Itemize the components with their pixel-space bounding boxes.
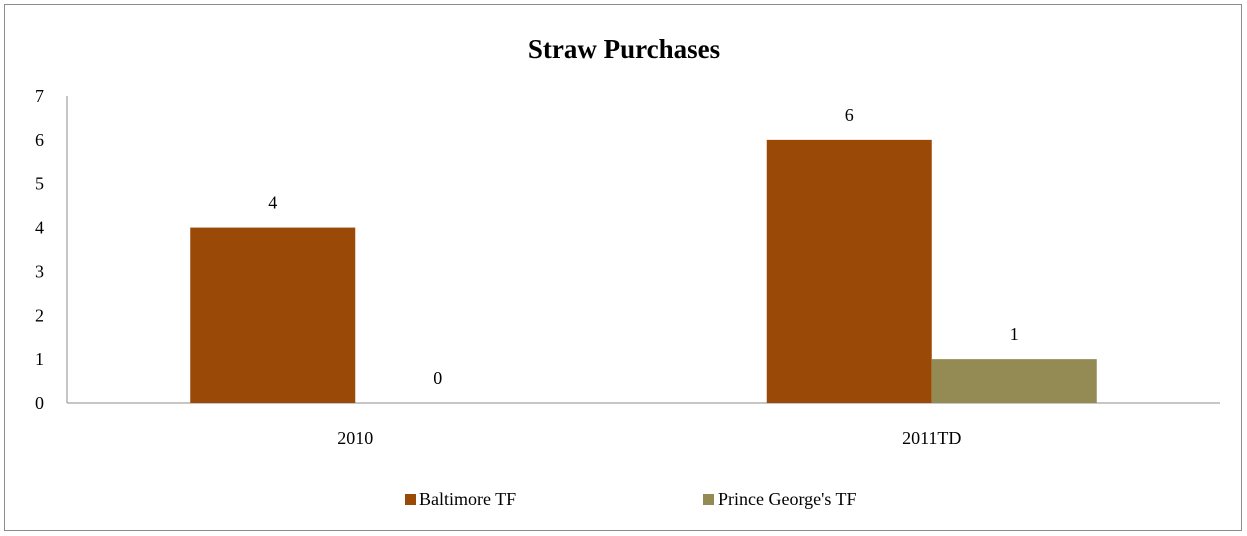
legend-swatch (703, 494, 714, 505)
y-tick-label: 4 (35, 218, 44, 238)
legend-label: Prince George's TF (718, 489, 857, 509)
data-label: 4 (268, 193, 277, 213)
legend-swatch (405, 494, 416, 505)
y-tick-label: 1 (35, 349, 44, 369)
x-axis: 2010 2011TD (67, 403, 1220, 448)
y-tick-label: 3 (35, 261, 44, 281)
y-tick-label: 0 (35, 393, 44, 413)
x-tick-label: 2010 (337, 428, 373, 448)
bars (190, 140, 1097, 403)
x-tick-label: 2011TD (902, 428, 961, 448)
y-tick-label: 5 (35, 174, 44, 194)
data-label: 6 (845, 105, 854, 125)
bar (767, 140, 932, 403)
legend-label: Baltimore TF (419, 489, 516, 509)
chart-title: Straw Purchases (528, 34, 720, 64)
legend: Baltimore TF Prince George's TF (405, 489, 857, 509)
data-label: 0 (433, 368, 442, 388)
y-tick-label: 7 (35, 86, 44, 106)
y-axis: 0 1 2 3 4 5 6 7 (35, 86, 67, 413)
y-tick-label: 6 (35, 130, 44, 150)
bar (932, 359, 1097, 403)
y-tick-label: 2 (35, 305, 44, 325)
data-label: 1 (1010, 324, 1019, 344)
bar (190, 228, 355, 403)
